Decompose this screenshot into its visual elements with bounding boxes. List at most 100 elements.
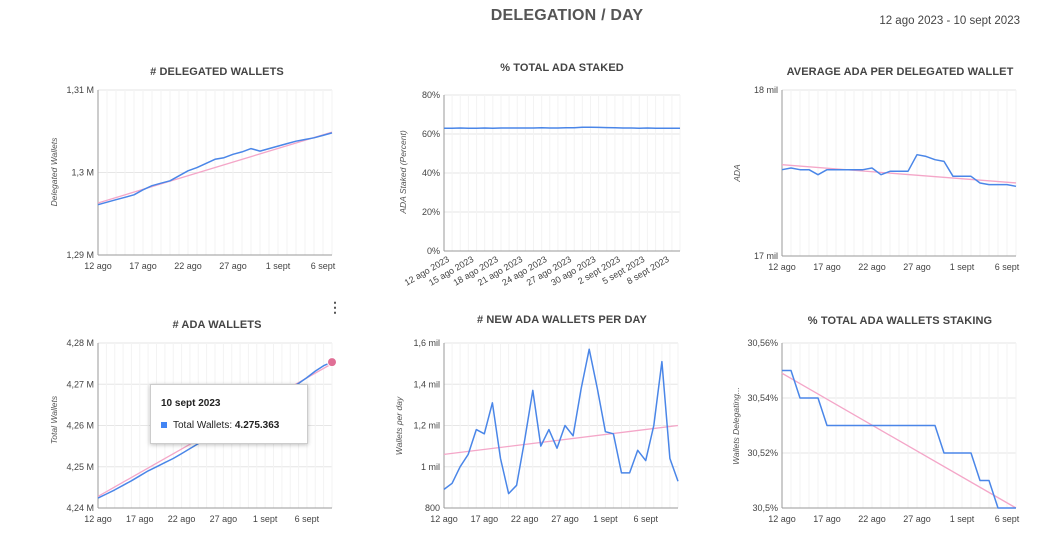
y-tick-label: 30,56%: [747, 338, 778, 348]
x-tick-label: 1 sept: [950, 262, 975, 272]
x-tick-label: 6 sept: [633, 514, 658, 524]
x-tick-label: 17 ago: [813, 262, 841, 272]
data-point: [286, 142, 289, 145]
data-point: [1015, 507, 1018, 510]
data-point: [124, 196, 127, 199]
data-point: [979, 479, 982, 482]
tooltip-date: 10 sept 2023: [161, 398, 221, 409]
data-point: [862, 424, 865, 427]
data-point: [844, 424, 847, 427]
data-point: [178, 174, 181, 177]
data-point: [169, 179, 172, 182]
trend-line: [781, 372, 1017, 509]
data-point: [524, 126, 527, 129]
data-point: [115, 198, 118, 201]
data-point: [943, 452, 946, 455]
series-line: [781, 153, 1017, 188]
data-point: [961, 452, 964, 455]
data-point: [844, 168, 847, 171]
data-point: [443, 127, 446, 130]
y-tick-label: 1,3 M: [71, 168, 94, 178]
y-tick-label: 30,54%: [747, 393, 778, 403]
y-tick-label: 0%: [427, 246, 440, 256]
data-point: [160, 182, 163, 185]
date-range[interactable]: 12 ago 2023 - 10 sept 2023: [879, 15, 1020, 27]
x-tick-label: 12 ago: [768, 262, 796, 272]
data-point: [155, 465, 158, 468]
data-point: [817, 397, 820, 400]
panel-wallets-staking: % TOTAL ADA WALLETS STAKING: [782, 0, 1018, 541]
data-point: [660, 360, 663, 363]
data-point: [97, 203, 100, 206]
data-point: [467, 453, 470, 456]
y-tick-label: 4,28 M: [66, 338, 94, 348]
x-tick-label: 22 ago: [858, 514, 886, 524]
y-axis-label: ADA: [732, 164, 742, 183]
data-point: [799, 168, 802, 171]
data-point: [540, 126, 543, 129]
tooltip-series: Total Wallets:: [173, 420, 233, 431]
data-point: [898, 424, 901, 427]
data-point: [122, 484, 125, 487]
data-point: [97, 497, 100, 500]
y-axis-label: Wallets Delegating...: [731, 387, 741, 465]
data-point: [507, 492, 510, 495]
data-point: [916, 153, 919, 156]
data-point: [636, 449, 639, 452]
data-point: [605, 126, 608, 129]
panel-ada-staked: % TOTAL ADA STAKED: [444, 0, 680, 280]
panel-new-wallets: # NEW ADA WALLETS PER DAY: [444, 0, 680, 541]
data-point: [1006, 507, 1009, 510]
data-point: [523, 438, 526, 441]
chart-title: # DELEGATED WALLETS: [150, 66, 284, 78]
y-tick-label: 80%: [422, 90, 440, 100]
data-point: [907, 424, 910, 427]
data-point: [662, 127, 665, 130]
y-axis-label: ADA Staked (Percent): [398, 130, 408, 214]
x-tick-label: 27 ago: [903, 262, 931, 272]
data-point: [620, 471, 623, 474]
y-axis-label: Wallets per day: [394, 396, 404, 455]
y-tick-label: 30,52%: [747, 448, 778, 458]
y-axis-label: Total Wallets: [49, 395, 59, 444]
data-point: [572, 434, 575, 437]
data-point: [925, 155, 928, 158]
data-point: [322, 134, 325, 137]
y-tick-label: 40%: [422, 168, 440, 178]
x-tick-label: 6 sept: [995, 514, 1020, 524]
data-point: [196, 166, 199, 169]
data-point: [589, 126, 592, 129]
data-point: [491, 401, 494, 404]
chart-delegated: 1,29 M 1,3 M 1,31 M 12 ago 17 ago 22 ago 27 ag…: [49, 85, 336, 271]
series-line: [97, 132, 333, 206]
x-tick-label: 27 ago: [219, 261, 247, 271]
data-point: [934, 158, 937, 161]
data-point: [205, 162, 208, 165]
data-point: [491, 127, 494, 130]
legend-swatch: [161, 422, 167, 429]
x-tick-label: 22 ago: [174, 261, 202, 271]
data-point: [646, 126, 649, 129]
highlighted-point: [327, 357, 337, 368]
data-point: [142, 188, 145, 191]
data-point: [113, 488, 116, 491]
data-point: [799, 397, 802, 400]
data-point: [880, 173, 883, 176]
data-point: [451, 482, 454, 485]
data-point: [467, 127, 470, 130]
chart-title: % TOTAL ADA STAKED: [500, 62, 624, 74]
chart-avg_ada: 17 mil 18 mil 12 ago 17 ago 22 ago 27 ago 1 se…: [732, 85, 1020, 272]
data-point: [988, 183, 991, 186]
data-point: [133, 193, 136, 196]
data-point: [555, 447, 558, 450]
data-point: [988, 479, 991, 482]
chart-tooltip: 10 sept 2023 Total Wallets: 4.275.363: [150, 384, 308, 444]
data-point: [808, 168, 811, 171]
more-options-icon[interactable]: ⋮: [328, 299, 342, 315]
data-point: [105, 492, 108, 495]
panel-ada-wallets: # ADA WALLETS: [100, 0, 334, 541]
data-point: [916, 424, 919, 427]
data-point: [138, 474, 141, 477]
